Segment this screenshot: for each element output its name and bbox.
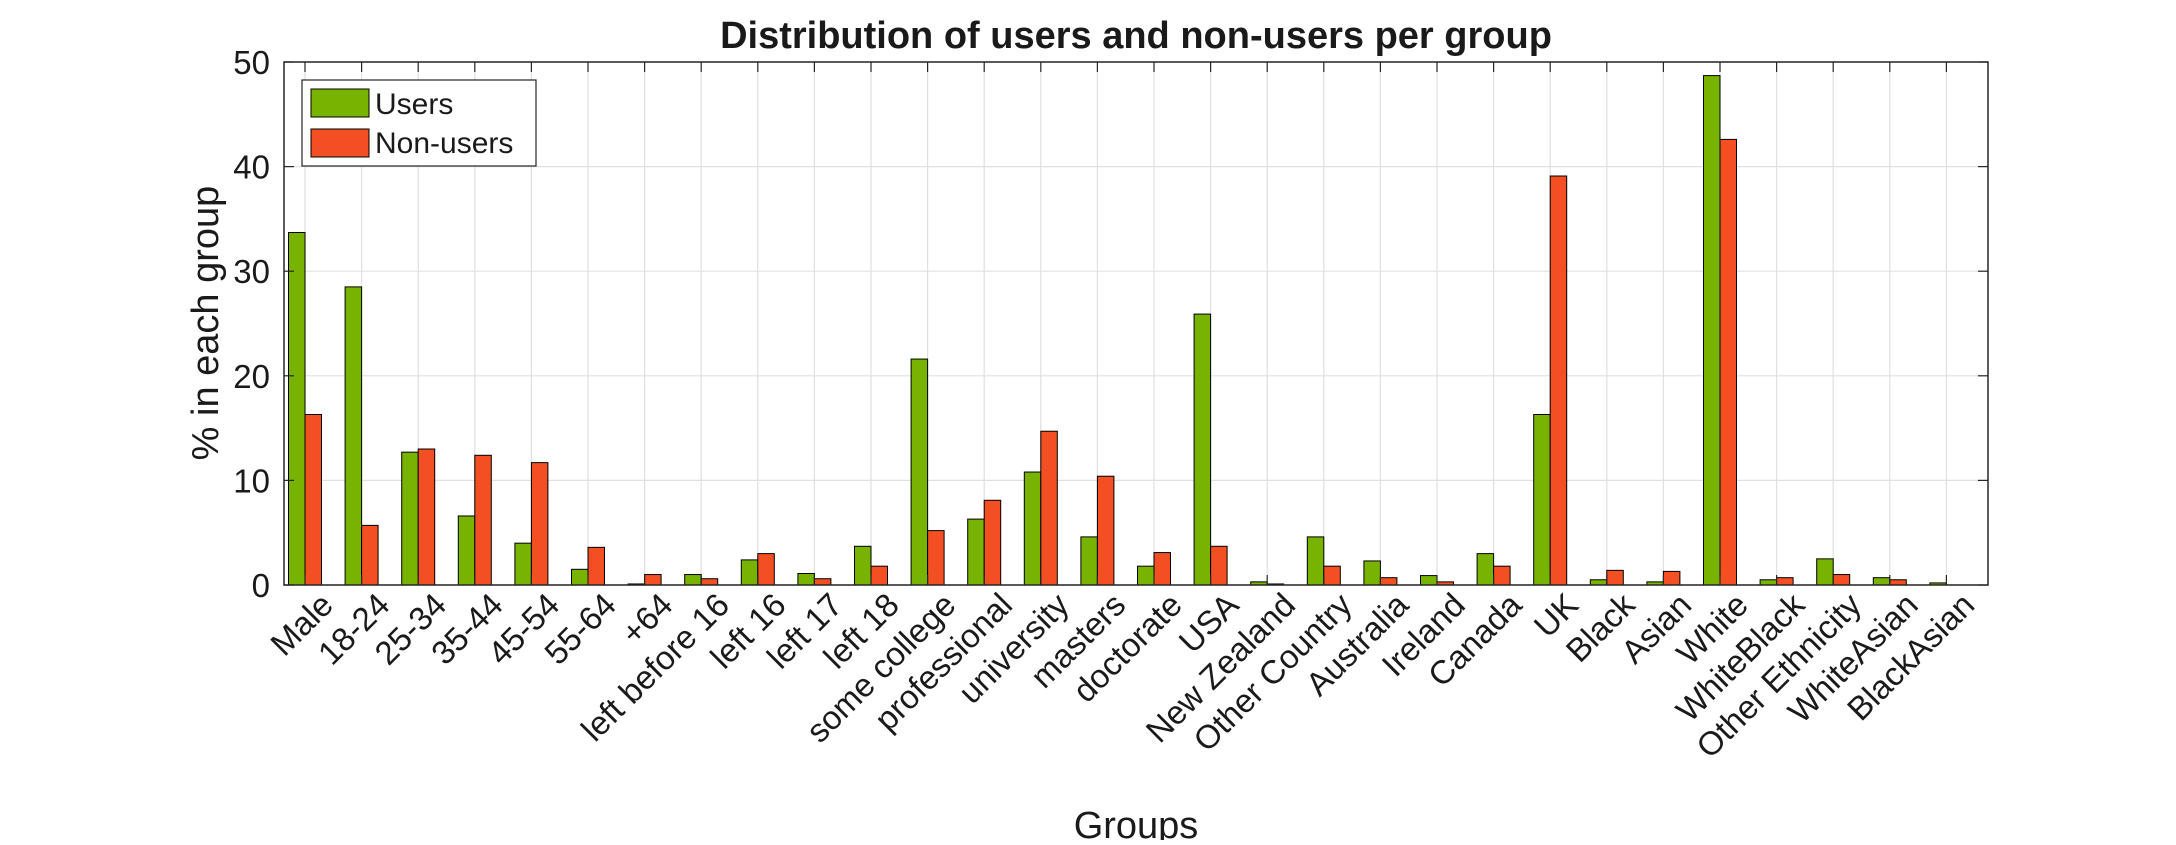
bar-users (1080, 536, 1098, 586)
bar-users (910, 358, 929, 586)
x-axis-label: Groups (1074, 805, 1199, 840)
bars (288, 75, 1947, 586)
bar-users (344, 286, 363, 586)
bar-non-users (1493, 565, 1511, 586)
bar-users (457, 515, 476, 586)
y-tick-label: 50 (233, 44, 270, 81)
y-tick-label: 40 (233, 149, 270, 186)
bar-users (1306, 536, 1325, 586)
bar-non-users (1549, 175, 1568, 586)
bar-users (1420, 575, 1438, 586)
y-tick-label: 0 (252, 567, 270, 604)
bar-non-users (1210, 545, 1228, 586)
bar-non-users (1719, 138, 1737, 586)
bar-users (1137, 565, 1155, 586)
bar-non-users (1889, 579, 1907, 586)
bar-users (1193, 313, 1212, 586)
bar-users (1363, 560, 1381, 586)
bar-non-users (1323, 565, 1341, 586)
bar-non-users (361, 524, 379, 586)
bar-non-users (1153, 552, 1171, 586)
bar-users (1476, 553, 1495, 586)
bar-non-users (1096, 475, 1115, 586)
chart-title: Distribution of users and non-users per … (720, 15, 1552, 57)
bar-users (1589, 579, 1608, 586)
bar-users (1759, 579, 1778, 586)
legend-swatch-non-users (310, 128, 370, 158)
bar-users (967, 518, 985, 586)
bar-non-users (927, 530, 945, 586)
y-tick-label: 30 (233, 253, 270, 290)
bar-non-users (1662, 570, 1681, 586)
legend-swatch-users (310, 88, 370, 118)
bar-users (1872, 577, 1891, 586)
bar-non-users (644, 574, 662, 586)
bar-users (797, 572, 815, 586)
bar-non-users (1776, 577, 1794, 586)
bar-users (1023, 471, 1042, 586)
bar-users (1533, 414, 1551, 586)
bar-users (288, 231, 306, 586)
legend-label-non-users: Non-users (375, 127, 513, 160)
bar-non-users (417, 448, 436, 586)
y-axis-label: % in each group (185, 186, 227, 461)
plot-frame (283, 61, 1989, 586)
y-tick-label: 10 (233, 462, 270, 499)
bar-users (514, 542, 532, 586)
bar-non-users (587, 546, 605, 586)
bar-non-users (1040, 430, 1058, 586)
bar-non-users (1832, 574, 1851, 586)
bar-users (571, 568, 589, 586)
bar-users (401, 451, 419, 586)
bar-users (740, 559, 759, 586)
bar-users (1703, 75, 1721, 586)
bar-non-users (530, 462, 549, 586)
legend: Users Non-users (301, 79, 537, 167)
bar-users (1816, 558, 1834, 586)
bar-non-users (983, 499, 1002, 586)
bar-non-users (1606, 569, 1624, 586)
bar-non-users (1379, 577, 1398, 586)
legend-label-users: Users (375, 88, 453, 121)
bar-users (854, 545, 872, 586)
bar-non-users (700, 578, 719, 586)
bar-non-users (813, 578, 832, 586)
y-axis-ticks: 0 10 20 30 40 50 (233, 44, 1988, 604)
bar-non-users (474, 454, 492, 586)
bar-non-users (304, 414, 322, 586)
bar-non-users (870, 565, 888, 586)
bar-users (684, 574, 702, 586)
bar-non-users (757, 553, 775, 586)
y-tick-label: 20 (233, 358, 270, 395)
